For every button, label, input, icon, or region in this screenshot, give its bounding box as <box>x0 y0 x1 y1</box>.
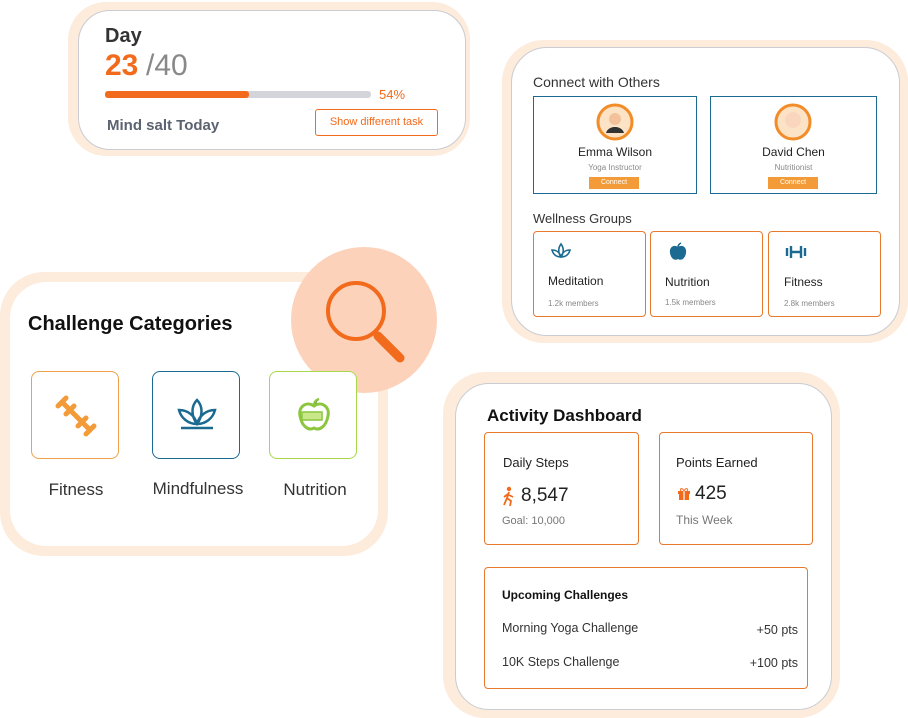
stat-note: This Week <box>676 513 733 527</box>
upcoming-title: Upcoming Challenges <box>502 588 629 602</box>
progress-fill <box>105 91 249 98</box>
challenge-points: +100 pts <box>749 656 798 670</box>
task-name: Mind salt Today <box>107 117 220 134</box>
group-card: Nutrition 1.5k members <box>650 231 763 317</box>
person-card: David Chen Nutritionist Connect <box>710 96 877 194</box>
group-name: Meditation <box>548 274 604 288</box>
dashboard-title: Activity Dashboard <box>487 406 642 425</box>
nutrition-icon <box>298 397 330 431</box>
category-tile[interactable] <box>152 371 240 459</box>
group-members: 2.8k members <box>784 299 835 308</box>
person-role: Yoga Instructor <box>588 163 642 172</box>
person-name: Emma Wilson <box>577 145 652 159</box>
day-total: /40 <box>146 49 188 82</box>
gift-icon <box>678 488 690 500</box>
category-label: Fitness <box>48 480 104 499</box>
stat-label: Points Earned <box>676 455 758 470</box>
group-members: 1.5k members <box>665 298 716 307</box>
group-card: Fitness 2.8k members <box>768 231 881 317</box>
person-role: Nutritionist <box>774 163 813 172</box>
group-name: Nutrition <box>665 275 710 289</box>
day-current: 23 <box>105 49 139 82</box>
category-tile[interactable] <box>269 371 357 459</box>
category-label: Mindfulness <box>152 479 244 498</box>
meditation-icon <box>550 242 572 259</box>
progress-track <box>105 91 371 98</box>
groups-title: Wellness Groups <box>533 211 632 226</box>
challenge-name: Morning Yoga Challenge <box>502 621 639 635</box>
nutrition-icon <box>669 242 687 260</box>
group-members: 1.2k members <box>548 299 599 308</box>
day-label: Day <box>105 25 142 47</box>
fitness-icon <box>55 395 97 437</box>
search-decoration <box>291 247 437 393</box>
category-label: Nutrition <box>283 480 347 499</box>
person-name: David Chen <box>762 145 825 159</box>
mindfulness-icon <box>177 398 217 430</box>
task-card: Day 23 /40 54% Mind salt Today Show diff… <box>78 10 466 150</box>
upcoming-card: Upcoming Challenges Morning Yoga Challen… <box>484 567 808 689</box>
stat-label: Daily Steps <box>503 455 569 470</box>
stat-value: 425 <box>695 483 727 504</box>
progress-label: 54% <box>379 87 406 102</box>
person-card: Emma Wilson Yoga Instructor Connect <box>533 96 697 194</box>
avatar <box>596 103 634 141</box>
walk-icon <box>503 486 514 506</box>
stat-card: Points Earned 425 This Week <box>659 432 813 545</box>
category-tile[interactable] <box>31 371 119 459</box>
avatar <box>774 103 812 141</box>
connect-card: Connect with Others Emma Wilson Yoga Ins… <box>511 47 900 336</box>
group-name: Fitness <box>784 275 823 289</box>
challenge-points: +50 pts <box>756 623 798 637</box>
connect-button[interactable]: Connect <box>589 177 639 189</box>
task-button[interactable]: Show different task <box>315 109 438 136</box>
stat-value: 8,547 <box>521 485 569 506</box>
group-card: Meditation 1.2k members <box>533 231 646 317</box>
connect-title: Connect with Others <box>533 74 660 90</box>
stat-note: Goal: 10,000 <box>502 515 565 527</box>
stat-card: Daily Steps 8,547 Goal: 10,000 <box>484 432 639 545</box>
categories-title: Challenge Categories <box>28 313 233 335</box>
fitness-icon <box>785 246 807 258</box>
challenge-name: 10K Steps Challenge <box>502 655 620 669</box>
connect-button[interactable]: Connect <box>768 177 818 189</box>
dashboard-card: Activity Dashboard Daily Steps 8,547 Goa… <box>455 383 832 710</box>
